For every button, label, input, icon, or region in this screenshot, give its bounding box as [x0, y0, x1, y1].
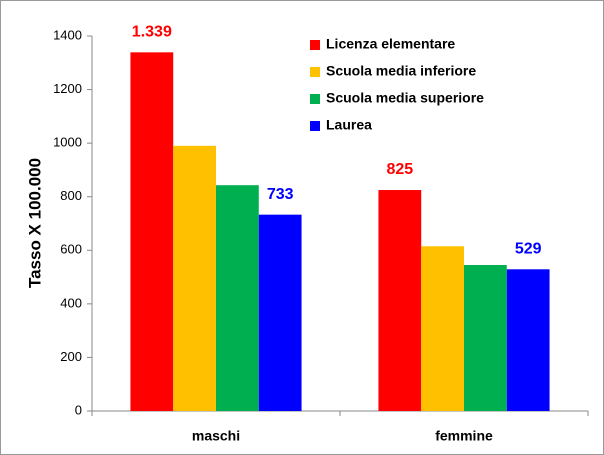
legend-label: Laurea [326, 117, 372, 133]
data-label: 733 [267, 186, 294, 203]
bar [378, 190, 422, 411]
legend-label: Scuola media inferiore [326, 63, 476, 79]
x-tick-label: maschi [192, 428, 240, 444]
data-label: 529 [515, 241, 542, 258]
bar [506, 269, 550, 411]
legend-label: Licenza elementare [326, 36, 455, 52]
bar [173, 145, 216, 412]
data-label: 1.339 [132, 24, 172, 41]
y-tick-label: 1000 [53, 135, 82, 150]
y-tick-label: 1200 [53, 81, 82, 96]
y-tick-label: 1400 [53, 27, 82, 42]
bar [464, 265, 507, 411]
legend-label: Scuola media superiore [326, 90, 484, 106]
y-tick-label: 600 [60, 242, 82, 257]
x-tick-label: femmine [435, 428, 493, 444]
bar [216, 185, 259, 411]
bar [130, 52, 174, 411]
bar [258, 214, 302, 411]
legend-swatch [310, 121, 320, 131]
y-tick-label: 0 [75, 402, 82, 417]
bar [421, 246, 464, 411]
legend-swatch [310, 40, 320, 50]
y-axis-label: Tasso X 100.000 [25, 158, 44, 288]
y-tick-label: 400 [60, 295, 82, 310]
data-label: 825 [386, 161, 413, 178]
y-tick-label: 800 [60, 188, 82, 203]
y-tick-label: 200 [60, 349, 82, 364]
legend-swatch [310, 67, 320, 77]
legend-swatch [310, 94, 320, 104]
